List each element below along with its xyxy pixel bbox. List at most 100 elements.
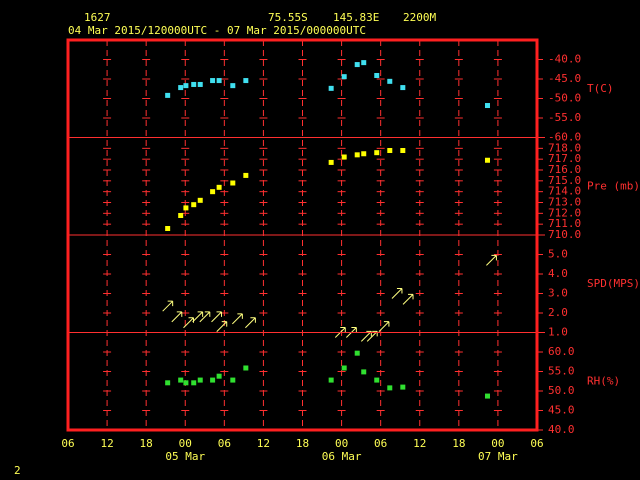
y-tick-label: 2.0 [548, 306, 568, 319]
point [328, 159, 334, 165]
point [341, 74, 347, 80]
y-tick-label: 5.0 [548, 248, 568, 261]
point [178, 377, 184, 383]
station-id: 1627 [84, 11, 111, 24]
date-label: 05 Mar [165, 450, 205, 463]
point [361, 369, 367, 375]
x-tick-label: 12 [257, 437, 270, 450]
y-tick-label: -45.0 [548, 72, 581, 85]
point [165, 92, 171, 98]
y-axis-label: T(C) [587, 82, 614, 95]
y-axis-label: Pre (mb) [587, 179, 640, 192]
point [230, 180, 236, 186]
y-tick-label: 718.0 [548, 141, 581, 154]
point [243, 172, 249, 178]
point [374, 377, 380, 383]
point [354, 350, 360, 356]
y-tick-label: 50.0 [548, 384, 575, 397]
y-tick-label: 717.0 [548, 152, 581, 165]
x-tick-label: 18 [296, 437, 309, 450]
point [354, 152, 360, 158]
point [484, 393, 490, 399]
x-tick-label: 06 [530, 437, 543, 450]
point [230, 83, 236, 89]
point [243, 78, 249, 84]
point [341, 365, 347, 371]
point [400, 85, 406, 91]
point [243, 365, 249, 371]
point [183, 205, 189, 211]
point [191, 380, 197, 386]
y-tick-label: 713.0 [548, 196, 581, 209]
point [361, 60, 367, 66]
wind-arrow [171, 311, 183, 323]
y-axis-label: RH(%) [587, 374, 620, 387]
wind-arrow [486, 254, 497, 266]
y-tick-label: 1.0 [548, 326, 568, 339]
date-label: 07 Mar [478, 450, 518, 463]
y-tick-label: 60.0 [548, 345, 575, 358]
footer: 2 [14, 464, 21, 477]
wind-arrow [391, 288, 403, 299]
wind-arrow [216, 321, 228, 333]
y-tick-label: 716.0 [548, 163, 581, 176]
point [328, 85, 334, 91]
point [484, 157, 490, 163]
point [197, 377, 203, 383]
point [165, 380, 171, 386]
point [178, 85, 184, 91]
wind-arrow [378, 321, 390, 333]
y-tick-label: 710.0 [548, 228, 581, 241]
longitude: 145.83E [333, 11, 379, 24]
x-tick-label: 06 [218, 437, 231, 450]
x-tick-label: 00 [491, 437, 504, 450]
wind-arrow [192, 311, 204, 323]
x-tick-label: 18 [140, 437, 153, 450]
y-tick-label: 712.0 [548, 206, 581, 219]
point [178, 213, 184, 218]
x-tick-label: 12 [100, 437, 113, 450]
y-axis-label: SPD(MPS) [587, 277, 640, 290]
y-tick-label: 3.0 [548, 287, 568, 300]
point [216, 78, 222, 84]
point [197, 81, 203, 87]
point [387, 148, 393, 153]
x-tick-label: 00 [179, 437, 192, 450]
wind-arrow [199, 311, 211, 323]
y-tick-label: -40.0 [548, 53, 581, 66]
point [361, 151, 367, 157]
point [400, 148, 406, 153]
x-tick-label: 12 [413, 437, 426, 450]
y-tick-label: 711.0 [548, 217, 581, 230]
point [216, 184, 222, 190]
point [191, 202, 197, 208]
y-tick-label: -60.0 [548, 131, 581, 144]
wind-arrow [162, 300, 174, 312]
point [354, 62, 360, 68]
point [230, 377, 236, 383]
point [210, 189, 216, 195]
x-tick-label: 06 [374, 437, 387, 450]
wind-arrow [183, 317, 195, 329]
point [387, 385, 393, 391]
x-tick-label: 00 [335, 437, 348, 450]
point [210, 377, 216, 383]
y-tick-label: 55.0 [548, 365, 575, 378]
point [165, 226, 171, 231]
date-label: 06 Mar [322, 450, 362, 463]
y-tick-label: 715.0 [548, 174, 581, 187]
y-tick-label: 714.0 [548, 185, 581, 198]
time-range: 04 Mar 2015/120000UTC - 07 Mar 2015/0000… [68, 24, 366, 37]
point [484, 103, 490, 109]
point [341, 154, 347, 160]
wind-arrow [245, 317, 256, 329]
wind-arrow [232, 313, 243, 325]
point [183, 83, 189, 89]
point [197, 197, 203, 203]
point [374, 72, 380, 78]
y-tick-label: -55.0 [548, 111, 581, 124]
x-tick-label: 06 [61, 437, 74, 450]
y-tick-label: 4.0 [548, 267, 568, 280]
